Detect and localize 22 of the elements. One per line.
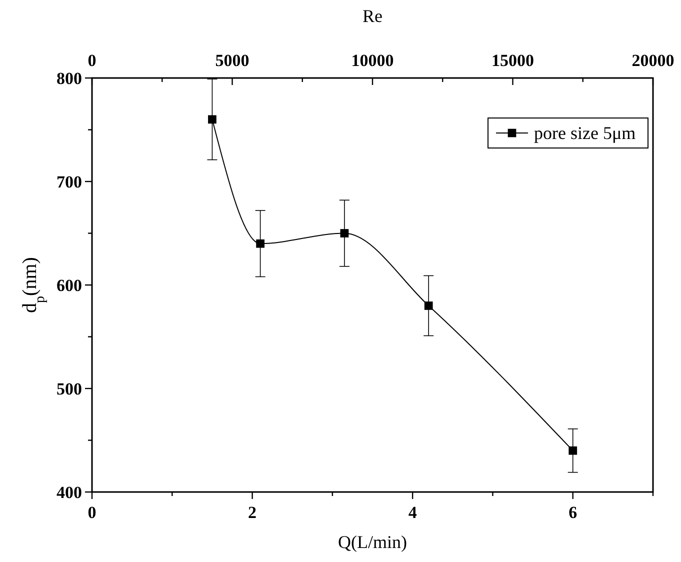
- x-tick-label: 2: [248, 503, 257, 522]
- x-tick-label: 0: [88, 503, 96, 522]
- y-tick-label: 700: [56, 172, 82, 192]
- legend-label: pore size 5μm: [534, 123, 636, 143]
- x2-tick-label: 10000: [351, 51, 394, 70]
- point: [424, 302, 433, 310]
- x-tick-label: 6: [568, 503, 578, 522]
- x-axis-title: Q(L/min): [338, 532, 407, 552]
- x2-tick-label: 15000: [492, 51, 534, 70]
- point: [568, 446, 578, 455]
- y-tick-label: 400: [56, 483, 82, 502]
- x2-axis-title: Re: [362, 6, 383, 26]
- point: [340, 229, 349, 238]
- x2-tick-label: 5000: [215, 51, 250, 70]
- point: [208, 115, 216, 124]
- x2-tick-label: 0: [88, 51, 96, 70]
- y-tick-label: 800: [56, 69, 82, 88]
- point: [256, 239, 264, 248]
- x2-tick-label: 20000: [632, 51, 674, 70]
- x-tick-label: 4: [408, 503, 418, 522]
- y-tick-label: 500: [56, 380, 82, 398]
- y-tick-label: 600: [56, 276, 82, 295]
